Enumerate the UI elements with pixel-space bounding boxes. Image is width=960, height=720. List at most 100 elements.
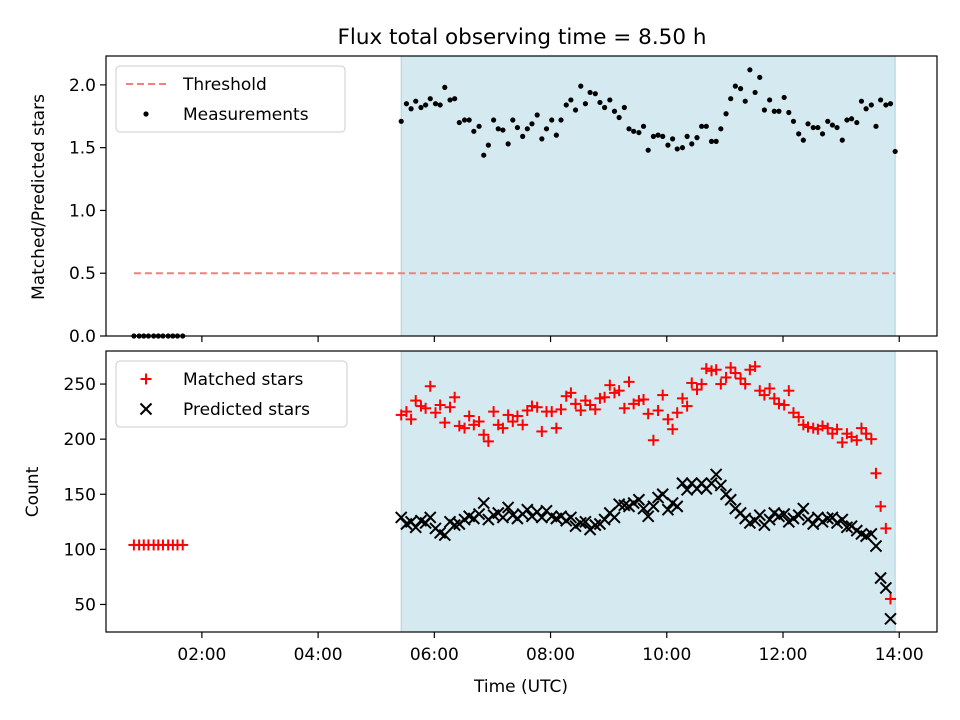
matched-star-point xyxy=(400,406,412,418)
measurement-point xyxy=(868,102,874,108)
legend-matched-marker xyxy=(140,373,152,385)
measurement-point xyxy=(592,91,598,97)
matched-star-point xyxy=(599,391,611,403)
measurement-point xyxy=(461,117,468,123)
measurement-point xyxy=(800,137,806,143)
x-axis-label: Time (UTC) xyxy=(473,677,568,697)
measurement-point xyxy=(742,98,748,104)
measurement-point xyxy=(767,97,773,103)
matched-star-point xyxy=(589,403,601,415)
y-tick-label: 0.5 xyxy=(69,264,96,284)
measurement-point xyxy=(796,131,802,137)
matched-star-point xyxy=(444,401,456,413)
predicted-star-point xyxy=(647,500,660,513)
measurement-point xyxy=(805,121,811,127)
measurement-point xyxy=(597,99,603,106)
measurement-point xyxy=(563,102,569,108)
matched-star-point xyxy=(836,436,848,448)
matched-star-point xyxy=(778,399,790,411)
legend-measurements-label: Measurements xyxy=(183,105,309,125)
matched-star-point xyxy=(860,428,872,440)
predicted-star-point xyxy=(836,513,849,526)
measurement-point xyxy=(655,132,661,138)
predicted-star-point xyxy=(807,517,820,531)
matched-star-point xyxy=(739,378,751,390)
ratio-axes-frame xyxy=(105,55,938,337)
measurement-point xyxy=(611,108,618,114)
measurement-point xyxy=(863,106,869,112)
matched-star-point xyxy=(758,389,770,401)
measurement-point xyxy=(476,123,482,129)
predicted-star-point xyxy=(879,581,893,595)
predicted-star-point xyxy=(608,511,621,524)
predicted-star-point xyxy=(671,500,684,513)
matched-star-point xyxy=(855,422,867,434)
matched-star-point xyxy=(749,360,761,372)
measurement-point xyxy=(873,123,879,129)
predicted-star-point xyxy=(724,493,737,506)
matched-star-point xyxy=(783,385,795,397)
measurement-point xyxy=(665,142,671,148)
measurement-point xyxy=(815,124,821,131)
matched-star-point xyxy=(449,391,461,403)
matched-star-point xyxy=(793,411,805,423)
measurement-point xyxy=(398,118,404,124)
measurement-point xyxy=(858,98,865,104)
axes-frame xyxy=(105,350,938,633)
matched-star-point xyxy=(671,407,683,419)
measurement-point xyxy=(539,136,545,142)
matched-star-point xyxy=(885,593,897,605)
measurement-point xyxy=(819,131,826,137)
matched-star-point xyxy=(439,417,451,429)
predicted-stars-series xyxy=(395,468,897,625)
ratio-x-ticks xyxy=(201,336,900,342)
measurement-point xyxy=(437,102,443,108)
measurement-point xyxy=(684,133,690,139)
measurement-point xyxy=(543,126,550,132)
ratio-observing-span xyxy=(400,56,896,336)
measurement-point xyxy=(558,117,564,123)
x-tick-label: 12:00 xyxy=(759,645,808,665)
measurement-point xyxy=(776,108,782,114)
measurement-point xyxy=(408,106,414,112)
matched-star-point xyxy=(870,467,882,479)
ratio-legend-box xyxy=(115,65,346,133)
measurement-point xyxy=(752,89,758,96)
matched-star-point xyxy=(773,398,785,410)
matched-star-point xyxy=(764,382,776,394)
measurement-point xyxy=(524,126,530,132)
measurement-point xyxy=(578,83,584,89)
matched-star-point xyxy=(865,433,877,445)
measurement-point xyxy=(413,98,419,104)
measurement-point xyxy=(403,101,410,107)
measurement-point xyxy=(466,117,472,123)
matched-star-point xyxy=(502,409,514,421)
legend-measurements-swatch xyxy=(143,111,149,117)
measurement-point xyxy=(602,104,608,111)
measurement-point xyxy=(645,147,651,153)
predicted-star-point xyxy=(869,539,883,553)
axes-frame xyxy=(105,55,938,337)
matched-star-point xyxy=(459,422,471,434)
legend-matched-label: Matched stars xyxy=(183,370,303,390)
legend-predicted-swatch xyxy=(139,402,153,416)
measurement-point xyxy=(529,121,535,127)
measurement-point xyxy=(418,104,424,111)
matched-star-point xyxy=(817,420,829,432)
predicted-star-point xyxy=(792,508,805,522)
measurement-point xyxy=(878,97,884,103)
predicted-star-point xyxy=(424,511,437,524)
matched-star-point xyxy=(536,425,548,437)
legend-threshold-label: Threshold xyxy=(182,75,267,95)
matched-star-point xyxy=(647,434,659,446)
matched-star-point xyxy=(720,371,732,383)
matched-star-point xyxy=(618,402,630,414)
measurement-point xyxy=(660,133,666,139)
measurement-point xyxy=(534,112,540,118)
measurement-point xyxy=(640,123,647,129)
measurement-point xyxy=(650,133,657,139)
matched-star-point xyxy=(802,421,814,433)
predicted-star-point xyxy=(884,612,897,625)
predicted-star-point xyxy=(637,502,650,515)
observing-span-fill xyxy=(401,56,896,336)
